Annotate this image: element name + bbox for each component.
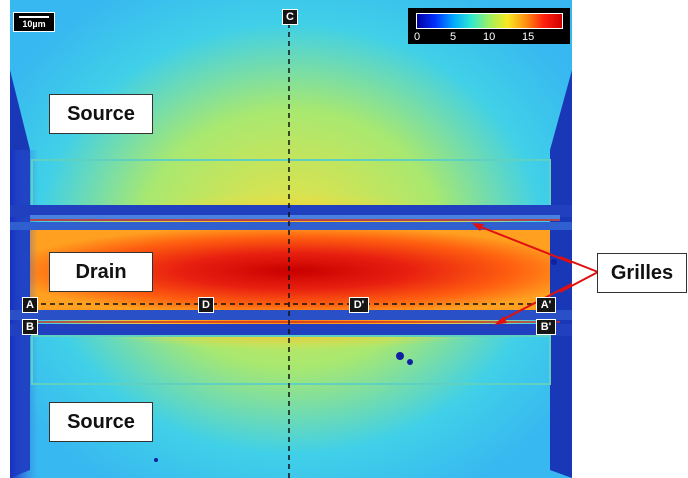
colorbar: 0 5 10 15 [408,8,570,44]
scale-bar-label: 10µm [22,18,46,29]
grilles-callout-label: Grilles [597,253,687,293]
colorbar-tick-0: 0 [414,31,421,43]
drain-label: Drain [49,252,153,292]
marker-c: C [282,9,298,25]
thermal-micrograph [10,0,572,478]
colorbar-tick-15: 15 [522,31,535,43]
source-top-label: Source [49,94,153,134]
marker-b: B [22,319,38,335]
source-bottom-label: Source [49,402,153,442]
marker-b-prime: B' [536,319,556,335]
scale-bar-line [19,15,49,18]
marker-d-prime: D' [349,297,369,313]
scale-bar: 10µm [13,12,55,32]
colorbar-gradient [416,13,563,29]
marker-a-prime: A' [536,297,556,313]
colorbar-tick-10: 10 [483,31,496,43]
marker-a: A [22,297,38,313]
colorbar-tick-5: 5 [450,31,457,43]
callout-arrow-lines [560,256,599,293]
marker-d: D [198,297,214,313]
